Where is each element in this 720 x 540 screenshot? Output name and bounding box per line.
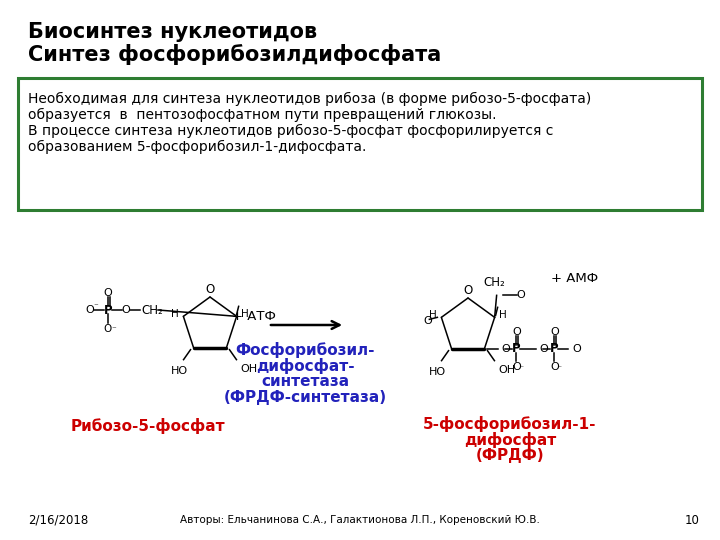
Text: O: O [550,327,559,336]
Text: O: O [205,283,215,296]
Text: Рибозо-5-фосфат: Рибозо-5-фосфат [71,418,225,434]
Text: Необходимая для синтеза нуклеотидов рибоза (в форме рибозо-5-фосфата): Необходимая для синтеза нуклеотидов рибо… [28,92,591,106]
Text: H: H [171,309,179,319]
Text: O: O [122,305,130,315]
Text: (ФРДФ): (ФРДФ) [476,448,544,463]
Text: OH: OH [498,364,516,375]
Text: O: O [464,284,472,297]
Text: ⁻: ⁻ [93,302,98,312]
Text: Авторы: Ельчанинова С.А., Галактионова Л.П., Кореновский Ю.В.: Авторы: Ельчанинова С.А., Галактионова Л… [180,515,540,525]
Text: O: O [104,324,112,334]
Text: H: H [430,310,437,320]
Text: Синтез фосфорибозилдифосфата: Синтез фосфорибозилдифосфата [28,44,441,65]
Text: P: P [550,342,559,355]
Text: + АТФ: + АТФ [232,309,276,322]
Text: O: O [550,362,559,372]
Text: O: O [516,291,525,300]
Text: дифосфат: дифосфат [464,432,556,448]
Text: O: O [104,288,112,298]
Text: ⁻: ⁻ [575,341,580,350]
Text: Фосфорибозил-: Фосфорибозил- [235,342,374,358]
Text: 10: 10 [685,514,700,526]
Text: OH: OH [240,363,258,374]
Text: O: O [423,316,432,326]
Text: O: O [512,362,521,372]
Text: + АМФ: + АМФ [552,272,598,285]
Text: H: H [240,309,248,319]
Text: ⁻: ⁻ [111,326,116,334]
Text: HO: HO [171,366,188,376]
Text: O: O [501,343,510,354]
Text: синтетаза: синтетаза [261,374,349,389]
Text: 2/16/2018: 2/16/2018 [28,514,89,526]
Text: CH₂: CH₂ [141,303,163,316]
Text: 5-фосфорибозил-1-: 5-фосфорибозил-1- [423,416,597,432]
Text: CH₂: CH₂ [484,276,505,289]
Text: H: H [499,310,506,320]
Text: P: P [104,303,112,316]
Text: O: O [572,343,581,354]
Text: P: P [512,342,521,355]
Text: образованием 5-фосфорибозил-1-дифосфата.: образованием 5-фосфорибозил-1-дифосфата. [28,140,366,154]
Text: HO: HO [429,367,446,377]
Text: ⁻: ⁻ [557,363,562,372]
Text: образуется  в  пентозофосфатном пути превращений глюкозы.: образуется в пентозофосфатном пути превр… [28,108,497,122]
Text: O: O [86,305,94,315]
Text: O: O [539,343,548,354]
Text: (ФРДФ-синтетаза): (ФРДФ-синтетаза) [223,390,387,405]
Text: O: O [512,327,521,336]
Text: дифосфат-: дифосфат- [256,358,354,374]
Text: Биосинтез нуклеотидов: Биосинтез нуклеотидов [28,22,317,42]
Text: В процессе синтеза нуклеотидов рибозо-5-фосфат фосфорилируется с: В процессе синтеза нуклеотидов рибозо-5-… [28,124,554,138]
Text: ⁻: ⁻ [519,363,523,372]
FancyBboxPatch shape [18,78,702,210]
